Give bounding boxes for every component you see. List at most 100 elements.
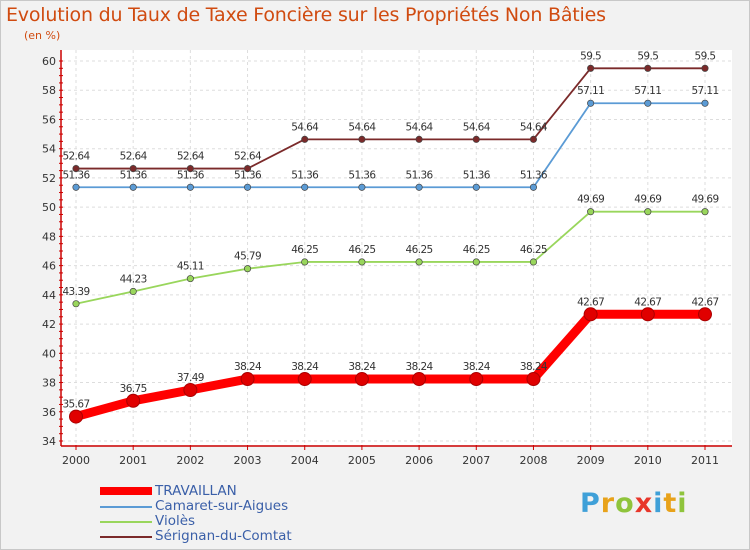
data-label: 54.64 [406,121,434,133]
y-tick-label: 50 [42,201,56,214]
data-label: 43.39 [62,286,89,298]
data-label: 52.64 [234,151,262,163]
legend-label: TRAVAILLAN [155,483,237,499]
data-label: 51.36 [62,169,90,181]
data-point [72,165,80,173]
data-point [129,165,137,173]
data-label: 46.25 [463,244,490,256]
data-point [186,165,194,173]
y-tick-label: 36 [42,406,56,419]
x-tick-label: 2006 [405,454,433,467]
x-tick-label: 2002 [176,454,204,467]
data-label: 54.64 [291,121,319,133]
x-tick-label: 2004 [291,454,319,467]
data-point [243,265,252,273]
data-label: 45.79 [234,251,261,263]
data-label: 57.11 [691,85,718,97]
data-label: 57.11 [577,85,604,97]
legend-swatch [100,521,152,523]
legend-item-travaillan: TRAVAILLAN [100,483,360,499]
data-label: 38.24 [463,361,491,373]
plot-area [60,50,732,445]
data-point [529,183,538,191]
data-point [297,372,312,387]
y-tick-label: 60 [42,55,56,68]
y-tick-label: 56 [42,113,56,126]
data-point [358,258,366,266]
legend-item-violes: Violès [100,513,360,529]
data-label: 42.67 [634,296,661,308]
data-point [529,258,538,266]
y-tick-label: 38 [42,377,56,390]
y-tick-label: 42 [42,318,56,331]
data-label: 59.5 [695,50,716,62]
data-label: 38.24 [234,361,262,373]
data-point [415,183,423,191]
data-label: 45.11 [177,261,204,273]
data-label: 38.24 [406,361,434,373]
data-point [186,275,194,283]
y-tick-label: 52 [42,172,56,185]
data-point [526,372,541,387]
data-label: 49.69 [634,194,661,206]
x-tick-label: 2005 [348,454,376,467]
data-point [69,409,83,424]
series-line [71,309,710,422]
legend-item-camaret: Camaret-sur-Aigues [100,498,360,514]
data-label: 38.24 [520,361,548,373]
series-line [75,102,706,189]
logo-letter: x [634,488,654,519]
legend-item-serignan: Sérignan-du-Comtat [100,528,360,544]
data-point [698,307,712,322]
y-tick-label: 48 [42,230,56,243]
data-point [644,64,652,72]
x-tick-label: 2000 [62,454,90,467]
data-label: 37.49 [177,372,204,384]
series-line [75,67,706,170]
logo-letter: o [615,488,635,519]
logo-letter: i [653,488,664,519]
data-point [415,135,423,143]
data-point [243,165,252,173]
data-point [183,382,198,397]
data-point [72,183,80,191]
proxiti-logo: Proxiti [580,488,688,519]
y-tick-label: 44 [42,289,56,302]
data-label: 36.75 [120,383,147,395]
logo-letter: r [600,488,616,519]
y-tick-label: 54 [42,143,56,156]
chart-title: Evolution du Taux de Taxe Foncière sur l… [6,4,606,26]
x-tick-label: 2011 [691,454,719,467]
data-point [129,183,137,191]
series-line [75,210,706,305]
data-label: 38.24 [291,361,319,373]
data-label: 46.25 [520,244,547,256]
data-label: 35.67 [62,399,89,411]
data-label: 51.36 [120,169,148,181]
x-tick-label: 2008 [519,454,547,467]
legend-swatch [100,506,152,508]
data-label: 51.36 [177,169,205,181]
data-point [415,258,423,266]
data-label: 52.64 [62,151,90,163]
data-point [587,99,595,107]
x-tick-label: 2009 [577,454,605,467]
y-tick-label: 46 [42,260,56,273]
data-point [587,208,595,216]
data-point [644,208,652,216]
data-label: 46.25 [291,244,318,256]
data-point [472,183,480,191]
legend-label: Violès [155,513,196,529]
data-point [243,183,252,191]
logo-letter: t [663,488,678,519]
data-label: 42.67 [691,296,718,308]
data-point [354,372,369,387]
data-label: 51.36 [291,169,319,181]
data-label: 54.64 [348,121,376,133]
data-point [358,183,366,191]
data-point [186,183,194,191]
data-label: 54.64 [463,121,491,133]
data-label: 51.36 [463,169,491,181]
logo-letter: i [677,488,688,519]
